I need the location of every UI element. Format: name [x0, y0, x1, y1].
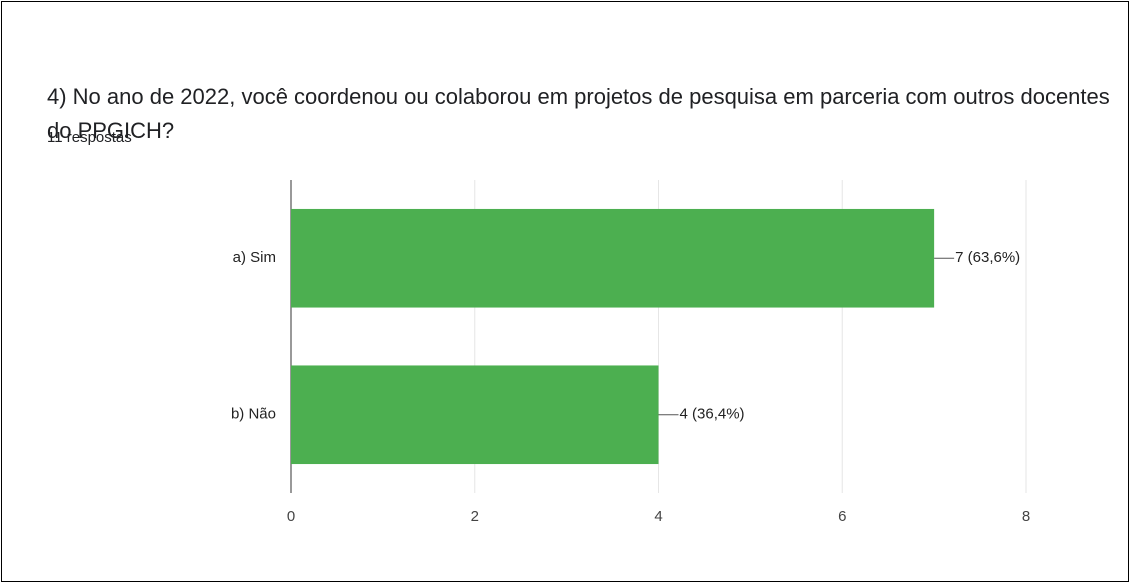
y-tick-label: a) Sim [233, 249, 276, 266]
response-count: 11 respostas [47, 129, 132, 146]
bar [291, 365, 659, 465]
x-tick-label: 6 [838, 508, 846, 525]
x-tick-label: 2 [471, 508, 479, 525]
question-title: 4) No ano de 2022, você coordenou ou col… [47, 84, 1110, 143]
y-tick-label: b) Não [231, 406, 276, 423]
value-label: 7 (63,6%) [955, 249, 1020, 266]
x-tick-label: 0 [287, 508, 295, 525]
bar [291, 208, 935, 308]
x-tick-label: 4 [654, 508, 662, 525]
value-label: 4 (36,4%) [680, 406, 745, 423]
x-tick-label: 8 [1022, 508, 1030, 525]
